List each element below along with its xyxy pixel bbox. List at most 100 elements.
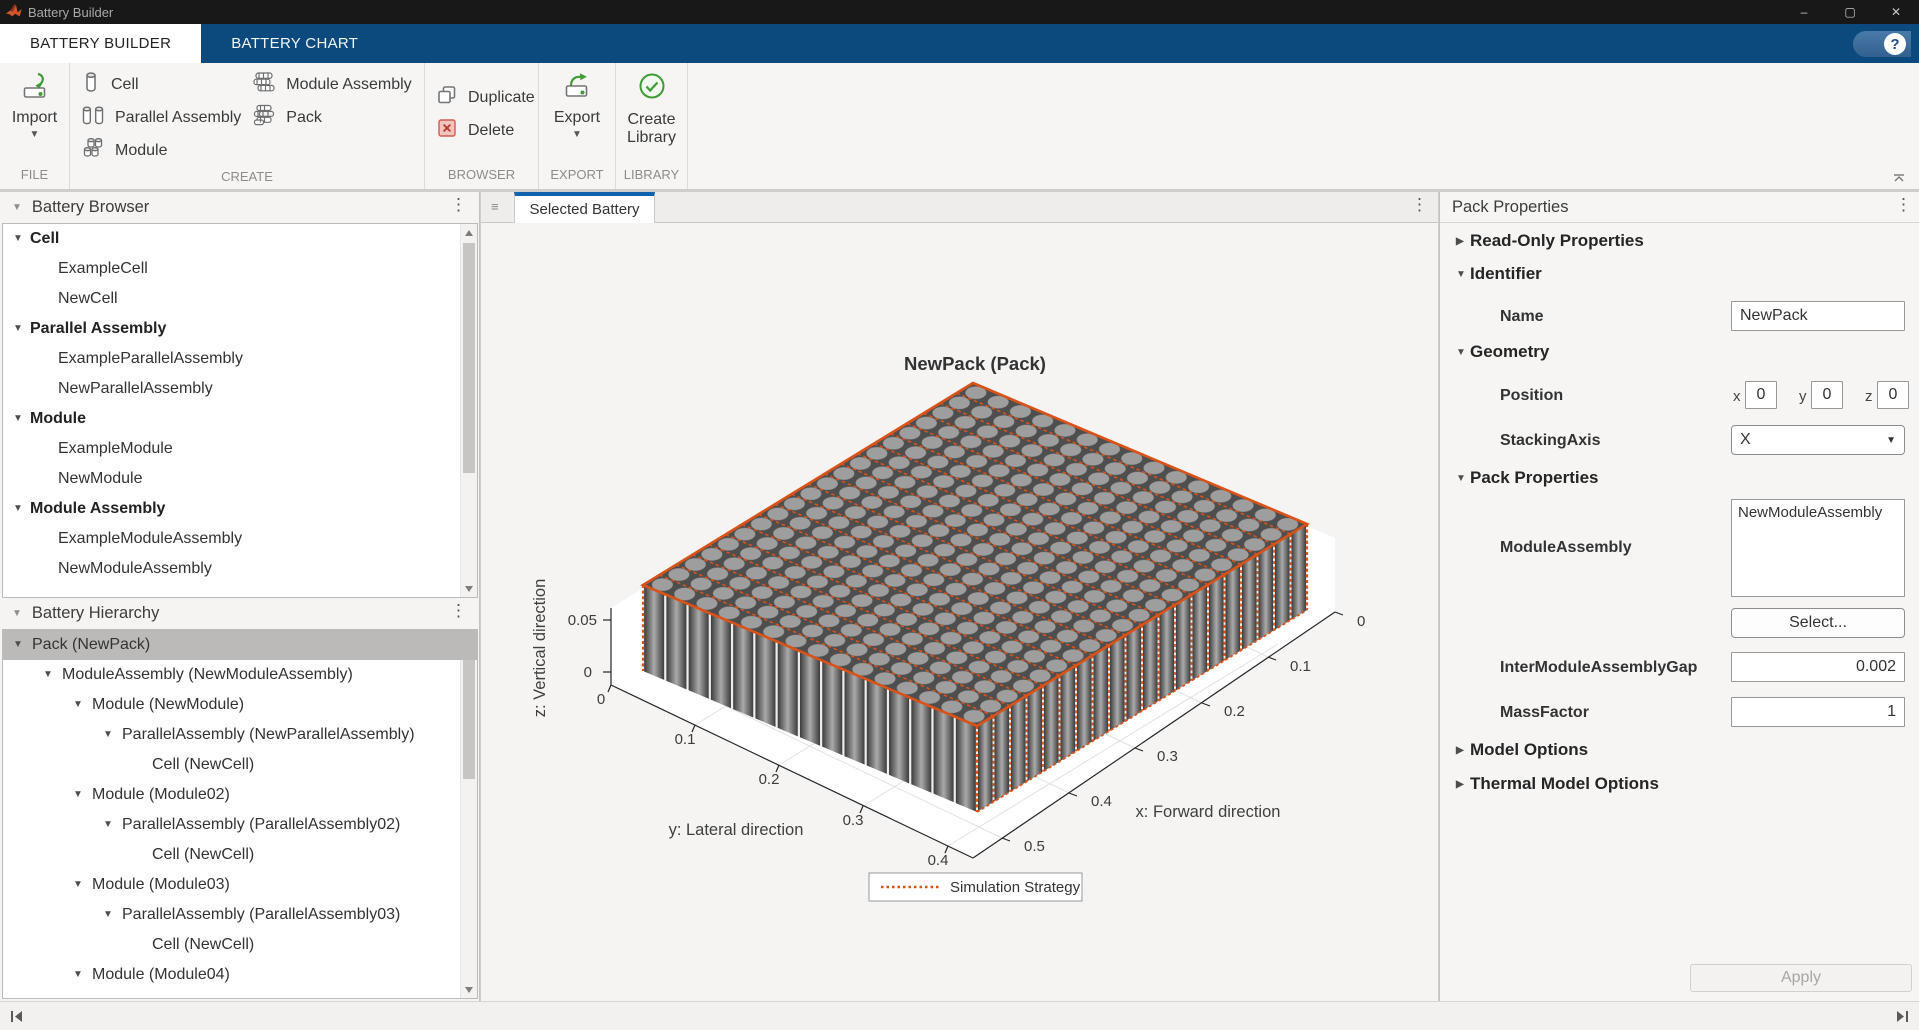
hierarchy-item[interactable]: Cell (NewCell)	[3, 930, 477, 960]
browser-item-examplecell[interactable]: ExampleCell	[3, 254, 477, 284]
stacking-axis-dropdown[interactable]: X ▼	[1731, 425, 1905, 455]
expander-icon[interactable]: ▼	[13, 323, 23, 334]
toolstrip-tab-battery-builder[interactable]: BATTERY BUILDER	[0, 24, 201, 63]
collapse-panel-icon[interactable]: ▼	[12, 608, 22, 619]
collapse-right-panel-icon[interactable]	[1895, 1009, 1910, 1029]
tree-item-label: Cell	[30, 230, 59, 248]
module-assembly-listbox[interactable]: NewModuleAssembly	[1731, 499, 1905, 597]
parallel-assembly-button[interactable]: Parallel Assembly	[70, 101, 241, 134]
hierarchy-item[interactable]: ▼ParallelAssembly (ParallelAssembly03)	[3, 900, 477, 930]
section-pack-properties[interactable]: ▼ Pack Properties	[1456, 468, 1599, 488]
expander-icon[interactable]: ▼	[13, 503, 23, 514]
svg-text:0.5: 0.5	[1024, 838, 1045, 855]
section-geometry[interactable]: ▼ Geometry	[1456, 342, 1549, 362]
hierarchy-item[interactable]: ▼Pack (NewPack)	[3, 630, 477, 660]
chevron-down-icon: ▼	[1456, 473, 1470, 484]
module-button[interactable]: Module	[70, 134, 241, 167]
export-button[interactable]: Export▼	[539, 63, 615, 165]
plot-title: NewPack (Pack)	[904, 353, 1046, 374]
hierarchy-item[interactable]: ▼Module (Module04)	[3, 960, 477, 990]
browser-section-module[interactable]: ▼Module	[3, 404, 477, 434]
section-thermal-model-options[interactable]: ▶ Thermal Model Options	[1456, 774, 1659, 794]
position-z-input[interactable]	[1877, 381, 1909, 409]
legend-label: Simulation Strategy	[950, 879, 1081, 896]
ribbon-group-label: CREATE	[70, 167, 424, 189]
tab-selected-battery[interactable]: Selected Battery	[514, 192, 655, 223]
create-library-button[interactable]: Create Library	[616, 63, 687, 165]
expander-icon[interactable]: ▼	[73, 789, 83, 800]
duplicate-icon	[435, 83, 459, 112]
panel-menu-icon[interactable]: ⋮	[1895, 195, 1912, 215]
panel-menu-icon[interactable]: ⋮	[1411, 195, 1428, 215]
ribbon-group-file: Import▼FILE	[0, 63, 70, 189]
help-button[interactable]: ?	[1853, 31, 1911, 57]
hierarchy-item[interactable]: ▼Module (Module03)	[3, 870, 477, 900]
expander-icon[interactable]: ▼	[13, 233, 23, 244]
ribbon-group-library: Create LibraryLIBRARY	[616, 63, 688, 189]
browser-item-newparallelassembly[interactable]: NewParallelAssembly	[3, 374, 477, 404]
drag-grip-icon[interactable]: ≡	[491, 199, 499, 214]
hierarchy-item[interactable]: ▼Module (NewModule)	[3, 690, 477, 720]
hierarchy-item[interactable]: ▼ParallelAssembly (NewParallelAssembly)	[3, 720, 477, 750]
close-button[interactable]: ✕	[1873, 0, 1919, 24]
hierarchy-item[interactable]: Cell (NewCell)	[3, 750, 477, 780]
minimize-button[interactable]: –	[1781, 0, 1827, 24]
select-button[interactable]: Select...	[1731, 608, 1905, 638]
browser-item-examplemoduleassembly[interactable]: ExampleModuleAssembly	[3, 524, 477, 554]
pos-y-label: y	[1799, 388, 1807, 405]
expander-icon[interactable]: ▼	[103, 909, 113, 920]
expander-icon[interactable]: ▼	[73, 699, 83, 710]
expander-icon[interactable]: ▼	[73, 879, 83, 890]
expander-icon[interactable]: ▼	[43, 669, 53, 680]
module-assembly-button[interactable]: Module Assembly	[241, 68, 411, 101]
tree-item-label: Cell (NewCell)	[152, 756, 254, 774]
browser-section-parallel-assembly[interactable]: ▼Parallel Assembly	[3, 314, 477, 344]
expander-icon[interactable]: ▼	[13, 413, 23, 424]
pack-button[interactable]: Pack	[241, 101, 411, 134]
chevron-down-icon: ▼	[1456, 347, 1470, 358]
collapse-left-panel-icon[interactable]	[9, 1009, 24, 1029]
browser-item-newmoduleassembly[interactable]: NewModuleAssembly	[3, 554, 477, 584]
hierarchy-item[interactable]: Cell (NewCell)	[3, 840, 477, 870]
delete-button[interactable]: Delete	[425, 114, 535, 147]
import-button[interactable]: Import▼	[0, 63, 69, 165]
browser-item-newcell[interactable]: NewCell	[3, 284, 477, 314]
browser-item-exampleparallelassembly[interactable]: ExampleParallelAssembly	[3, 344, 477, 374]
expander-icon[interactable]: ▼	[73, 969, 83, 980]
status-bar	[0, 1001, 1919, 1030]
browser-item-newmodule[interactable]: NewModule	[3, 464, 477, 494]
pack-properties-header: Pack Properties ⋮	[1440, 192, 1919, 223]
section-read-only-properties[interactable]: ▶ Read-Only Properties	[1456, 231, 1644, 251]
mass-factor-input[interactable]	[1731, 697, 1905, 727]
maximize-button[interactable]: ▢	[1827, 0, 1873, 24]
position-y-input[interactable]	[1811, 381, 1843, 409]
collapse-ribbon-button[interactable]	[1891, 170, 1907, 184]
tree-item-label: Cell (NewCell)	[152, 936, 254, 954]
expander-icon[interactable]: ▼	[103, 729, 113, 740]
duplicate-button[interactable]: Duplicate	[425, 81, 535, 114]
expander-icon[interactable]: ▼	[103, 819, 113, 830]
browser-section-module-assembly[interactable]: ▼Module Assembly	[3, 494, 477, 524]
battery-3d-plot[interactable]: 0.05000.10.20.30.400.10.20.30.40.5NewPac…	[481, 223, 1438, 1001]
apply-button[interactable]: Apply	[1690, 964, 1912, 992]
cell-button[interactable]: Cell	[70, 68, 241, 101]
expander-icon[interactable]: ▼	[13, 639, 23, 650]
inter-module-assembly-gap-input[interactable]	[1731, 652, 1905, 682]
hierarchy-item[interactable]: ▼ModuleAssembly (NewModuleAssembly)	[3, 660, 477, 690]
section-identifier[interactable]: ▼ Identifier	[1456, 264, 1542, 284]
hierarchy-item[interactable]: ▼Module (Module02)	[3, 780, 477, 810]
hierarchy-item[interactable]: ▼ParallelAssembly (ParallelAssembly02)	[3, 810, 477, 840]
browser-section-cell[interactable]: ▼ Cell	[3, 224, 477, 254]
name-input[interactable]	[1731, 301, 1905, 331]
section-model-options[interactable]: ▶ Model Options	[1456, 740, 1588, 760]
ribbon-group-browser: DuplicateDelete BROWSER	[425, 63, 539, 189]
ribbon-group-create: CellParallel AssemblyModuleModule Assemb…	[70, 63, 425, 189]
ribbon-toolbar: Import▼FILECellParallel AssemblyModuleMo…	[0, 63, 1919, 190]
collapse-panel-icon[interactable]: ▼	[12, 202, 22, 213]
panel-menu-icon[interactable]: ⋮	[450, 601, 467, 621]
browser-item-examplemodule[interactable]: ExampleModule	[3, 434, 477, 464]
ribbon-group-label: BROWSER	[425, 165, 538, 189]
toolstrip-tab-battery-chart[interactable]: BATTERY CHART	[201, 24, 388, 63]
panel-menu-icon[interactable]: ⋮	[450, 195, 467, 215]
position-x-input[interactable]	[1745, 381, 1777, 409]
